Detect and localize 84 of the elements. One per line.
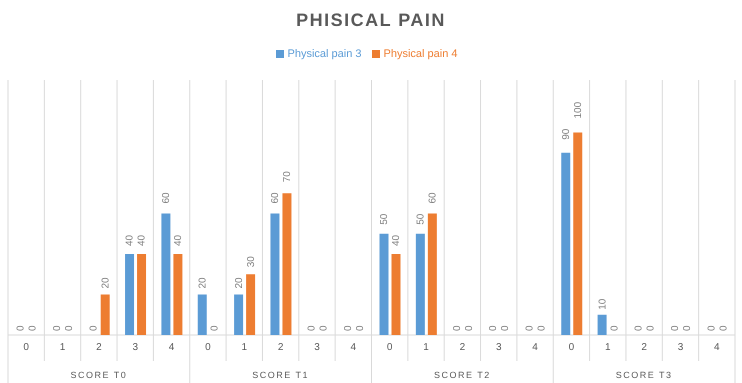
bar (598, 314, 607, 335)
x-tick-label: 1 (241, 342, 248, 354)
data-label: 0 (706, 325, 718, 331)
data-label: 20 (234, 276, 245, 288)
data-label: 0 (306, 325, 318, 331)
data-label: 40 (391, 234, 402, 246)
bar (198, 294, 207, 335)
data-label: 0 (500, 325, 512, 331)
x-tick-label: 2 (641, 342, 648, 354)
x-tick-label: 4 (714, 342, 720, 354)
x-tick-label: 0 (386, 342, 393, 354)
data-label: 0 (609, 325, 620, 331)
data-label: 0 (64, 325, 76, 331)
x-tick-label: 0 (205, 342, 212, 354)
text: SCORE T2 (434, 370, 491, 380)
data-label: 60 (428, 192, 439, 204)
x-tick-label: 3 (678, 342, 684, 354)
bar (125, 254, 134, 335)
bar (392, 254, 400, 335)
data-label: 0 (524, 325, 536, 331)
x-tick-label: 3 (314, 342, 320, 354)
x-tick-label: 2 (460, 342, 466, 354)
bar (380, 234, 388, 335)
data-label: 40 (136, 234, 148, 246)
chart-title: PHISICAL PAIN (295, 10, 447, 31)
x-tick-label: 4 (350, 342, 357, 354)
data-label: 20 (100, 276, 112, 288)
data-label: 20 (197, 276, 208, 288)
legend-label: Physical pain 4 (384, 48, 458, 60)
data-label: 0 (28, 325, 39, 331)
data-label: 70 (282, 170, 294, 182)
data-label: 0 (536, 325, 548, 331)
bar (137, 254, 146, 335)
data-label: 0 (52, 325, 64, 331)
text: SCORE T3 (616, 370, 673, 380)
data-label: 0 (209, 325, 220, 331)
x-tick-label: 0 (23, 342, 30, 354)
x-tick-label: 3 (132, 342, 138, 354)
data-label: 60 (270, 192, 282, 204)
data-label: 0 (682, 325, 693, 331)
bar (246, 274, 256, 335)
x-tick-label: 4 (532, 342, 538, 354)
data-label: 0 (670, 325, 681, 331)
data-label: 40 (173, 234, 184, 246)
x-tick-label: 2 (278, 342, 284, 354)
data-label: 0 (488, 325, 500, 331)
data-label: 0 (464, 325, 475, 331)
x-tick-label: 3 (496, 342, 502, 354)
legend-label: Physical pain 3 (288, 48, 362, 60)
data-label: 50 (379, 213, 390, 225)
bar (270, 214, 280, 335)
bar (573, 132, 582, 335)
bar (416, 234, 425, 335)
data-label: 30 (246, 256, 257, 268)
data-label: 0 (88, 325, 100, 331)
data-label: 0 (452, 325, 463, 331)
x-tick-label: 1 (60, 342, 66, 354)
data-label: 0 (646, 325, 657, 331)
data-label: 0 (718, 325, 730, 331)
x-tick-label: 0 (568, 342, 575, 354)
data-label: 0 (16, 325, 27, 331)
x-tick-label: 4 (168, 342, 175, 354)
data-label: 0 (634, 325, 645, 331)
bar (161, 214, 170, 335)
bar (234, 294, 244, 335)
data-label: 50 (416, 213, 427, 225)
text: SCORE T0 (70, 370, 128, 380)
bar (282, 193, 292, 335)
data-label: 60 (161, 192, 172, 204)
bar (561, 152, 570, 335)
data-label: 40 (124, 234, 136, 246)
data-label: 0 (354, 325, 366, 331)
text: SCORE T1 (252, 370, 310, 380)
data-label: 100 (572, 101, 584, 118)
bar (428, 214, 437, 335)
x-tick-label: 2 (96, 342, 102, 354)
data-label: 10 (597, 298, 608, 310)
x-tick-label: 1 (423, 342, 430, 354)
data-label: 90 (560, 128, 572, 140)
bar (100, 294, 110, 335)
data-label: 0 (318, 325, 330, 331)
data-label: 0 (342, 325, 354, 331)
bar (173, 254, 182, 335)
x-tick-label: 1 (604, 342, 611, 354)
